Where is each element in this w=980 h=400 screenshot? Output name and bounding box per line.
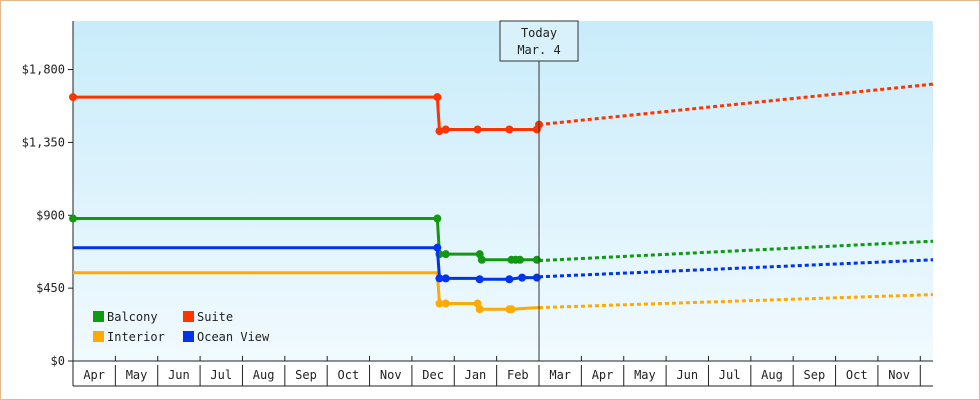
today-label: Today <box>521 26 557 40</box>
y-axis: $0 $450 $900 $1,350 $1,800 <box>22 21 74 368</box>
data-point-ocean-view <box>518 273 527 282</box>
data-point-ocean-view <box>433 243 442 252</box>
forecast-line-interior <box>538 293 934 310</box>
x-tick-label: Jan <box>465 368 487 382</box>
data-point-suite <box>435 127 444 136</box>
legend: Balcony Suite Interior Ocean View <box>93 310 270 344</box>
x-tick-label: Aug <box>761 368 783 382</box>
data-point-suite <box>473 125 482 134</box>
legend-label-suite: Suite <box>197 310 233 324</box>
x-tick-label: Dec <box>422 368 444 382</box>
data-point-ocean-view <box>505 275 514 284</box>
x-tick-label: Jun <box>168 368 190 382</box>
forecast-line-suite <box>538 82 934 127</box>
data-point-interior <box>475 305 484 314</box>
x-tick-label: Mar <box>549 368 571 382</box>
x-tick-label: Apr <box>83 368 105 382</box>
x-tick-label: Jul <box>719 368 741 382</box>
x-tick-label: Oct <box>846 368 868 382</box>
x-tick-label: Oct <box>338 368 360 382</box>
data-point-suite <box>441 125 450 134</box>
data-point-ocean-view <box>435 274 444 283</box>
series-line-suite <box>73 95 541 133</box>
x-tick-label: Nov <box>380 368 402 382</box>
data-point-balcony <box>69 214 77 223</box>
x-tick-label: May <box>126 368 148 382</box>
data-point-suite <box>69 93 77 102</box>
data-point-suite <box>505 125 514 134</box>
data-point-interior <box>507 305 516 314</box>
x-tick-label: Aug <box>253 368 275 382</box>
x-tick-label: Nov <box>888 368 910 382</box>
forecast-line-balcony <box>538 239 934 263</box>
data-point-balcony <box>433 214 442 223</box>
series-ocean-view <box>73 243 934 284</box>
y-tick-label: $0 <box>51 354 65 368</box>
today-box <box>499 20 579 62</box>
x-tick-label: Sep <box>295 368 317 382</box>
data-point-balcony <box>441 250 450 259</box>
plot-area <box>73 21 933 361</box>
y-tick-label: $450 <box>36 281 65 295</box>
x-tick-label: Jun <box>676 368 698 382</box>
x-tick-label: Apr <box>592 368 614 382</box>
data-point-ocean-view <box>475 275 484 284</box>
forecast-line-ocean-view <box>538 258 934 279</box>
data-point-balcony <box>477 255 486 264</box>
x-tick-label: Jul <box>210 368 232 382</box>
data-point-suite <box>433 93 442 102</box>
legend-label-interior: Interior <box>107 330 165 344</box>
today-date: Mar. 4 <box>517 43 560 57</box>
data-point-ocean-view <box>532 273 541 282</box>
x-tick-label: May <box>634 368 656 382</box>
x-tick-label: Sep <box>804 368 826 382</box>
legend-swatch-ocean-view <box>183 331 194 342</box>
today-marker: Today Mar. 4 <box>499 20 579 361</box>
y-tick-label: $900 <box>36 208 65 222</box>
legend-swatch-interior <box>93 331 104 342</box>
series-interior <box>73 271 934 314</box>
y-tick-label: $1,350 <box>22 135 65 149</box>
legend-swatch-balcony <box>93 311 104 322</box>
legend-label-balcony: Balcony <box>107 310 158 324</box>
legend-swatch-suite <box>183 311 194 322</box>
data-point-interior <box>435 299 444 308</box>
data-point-interior <box>441 299 450 308</box>
data-point-ocean-view <box>441 274 450 283</box>
x-axis: Apr May Jun Jul Aug Sep Oct Nov Dec Jan Feb Mar Apr M… <box>72 360 933 387</box>
y-tick-label: $1,800 <box>22 63 65 77</box>
data-point-balcony <box>532 255 541 264</box>
series-layer <box>69 82 934 314</box>
data-point-balcony <box>515 255 524 264</box>
legend-label-ocean-view: Ocean View <box>197 330 270 344</box>
x-tick-label: Feb <box>507 368 529 382</box>
